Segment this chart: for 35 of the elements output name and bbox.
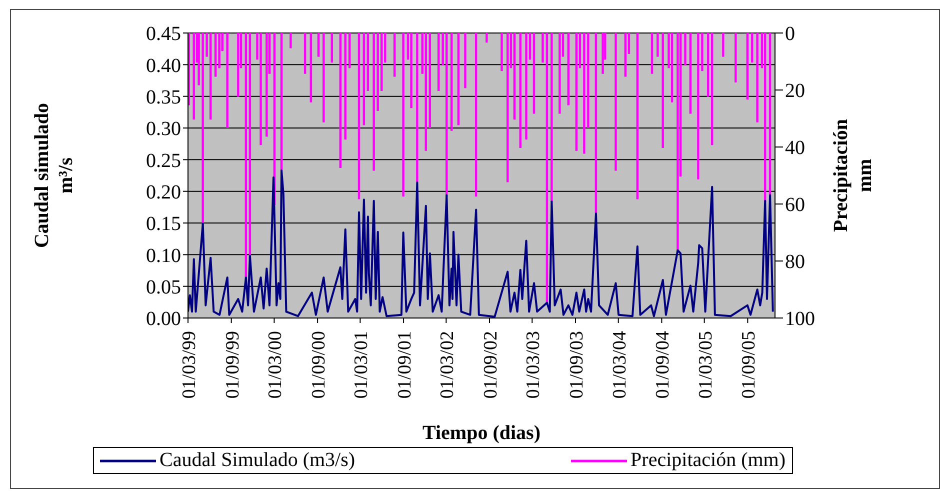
x-axis-title: Tiempo (dias) bbox=[422, 422, 540, 444]
x-tick-label: 01/03/04 bbox=[609, 330, 630, 399]
x-tick-label: 01/09/05 bbox=[738, 331, 760, 399]
y2-tick-label: 40 bbox=[785, 137, 805, 160]
y-tick-label: 0.15 bbox=[146, 213, 181, 236]
x-tick-label: 01/03/01 bbox=[351, 331, 372, 399]
y2-tick-label: 20 bbox=[785, 80, 805, 102]
y-tick-label: 0.10 bbox=[146, 244, 181, 267]
x-tick-label: 01/09/04 bbox=[652, 330, 674, 399]
y-tick-label: 0.30 bbox=[146, 118, 181, 140]
y-axis-title: Caudal simulado m³/s bbox=[31, 102, 77, 248]
y2-tick-label: 60 bbox=[785, 194, 805, 216]
x-tick-label: 01/09/99 bbox=[222, 331, 244, 399]
x-tick-label: 01/03/00 bbox=[265, 331, 286, 399]
y2-tick-label: 80 bbox=[785, 251, 805, 274]
y-tick-label: 0.40 bbox=[146, 54, 181, 77]
x-tick-label: 01/03/99 bbox=[179, 331, 200, 399]
y2-tick-label: 0 bbox=[785, 23, 795, 46]
x-tick-label: 01/03/05 bbox=[695, 331, 716, 399]
legend-label: Caudal Simulado (m3/s) bbox=[160, 449, 356, 472]
y-tick-label: 0.45 bbox=[146, 23, 181, 46]
y-tick-label: 0.05 bbox=[146, 276, 181, 298]
x-tick-label: 01/09/03 bbox=[566, 331, 588, 399]
y-tick-label: 0.25 bbox=[146, 150, 181, 172]
x-tick-label: 01/09/01 bbox=[394, 331, 416, 399]
y-tick-label: 0.20 bbox=[146, 181, 181, 204]
y-tick-label: 0.35 bbox=[146, 86, 181, 108]
x-tick-label: 01/03/02 bbox=[437, 331, 458, 399]
y2-tick-label: 100 bbox=[785, 308, 815, 330]
y2-axis-title: Precipitación mm bbox=[830, 119, 876, 232]
legend-label: Precipitación (mm) bbox=[630, 449, 786, 472]
y-tick-label: 0.00 bbox=[146, 308, 181, 330]
x-tick-label: 01/09/02 bbox=[480, 331, 502, 399]
x-tick-label: 01/03/03 bbox=[523, 331, 544, 399]
x-tick-label: 01/09/00 bbox=[308, 331, 330, 399]
